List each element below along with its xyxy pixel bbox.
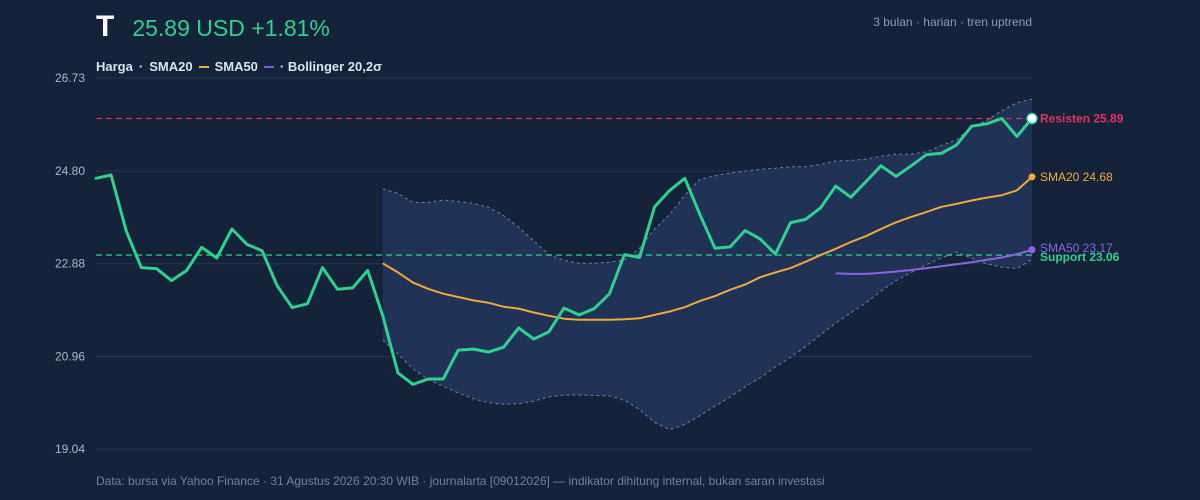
legend-price: Harga [96,59,133,74]
y-tick-label-1: 24.80 [55,164,85,178]
bollinger-lower-line [382,251,1033,431]
y-tick-label-2: 22.88 [55,257,85,271]
legend-bollinger: · Bollinger 20,2σ [279,59,383,74]
legend-sma50-swatch [263,65,274,68]
bollinger-band-fill [382,99,1032,430]
support-label: Support 23.06 [1040,250,1120,264]
sma50-end-label: SMA50 23.17 [1040,241,1113,255]
legend-sma20: SMA20 [149,59,193,74]
legend-sma50: SMA50 [214,59,258,74]
y-tick-label-4: 19.04 [55,442,85,456]
series-lines-layer [94,117,1034,386]
price-change: 25.89 USD +1.81% [132,15,330,41]
price-line [94,117,1034,386]
sma20-end-dot [1028,173,1036,181]
level-lines-layer [96,117,1032,256]
y-tick-label-3: 20.96 [55,349,85,363]
price-end-dot [1026,112,1038,125]
end-labels-layer: Resisten 25.89 SMA20 24.68 SMA50 23.17Supp… [1026,112,1124,264]
chart-header: T 25.89 USD +1.81% [96,10,330,50]
sma50-line [835,248,1033,275]
bollinger-band-layer [382,98,1033,431]
chart-legend: Harga · SMA20 SMA50 · Bollinger 20,2σ [96,59,382,74]
period-info: 3 bulan · harian · tren uptrend [873,15,1032,29]
ticker-symbol: T [96,10,115,43]
sma20-end-label: SMA20 24.68 [1040,170,1113,184]
sma50-end-dot [1028,246,1036,254]
y-tick-label-0: 26.73 [55,71,85,85]
bollinger-upper-line [382,98,1033,264]
resistance-label: Resisten 25.89 [1040,112,1124,126]
sma20-line [382,176,1033,321]
legend-sma20-swatch [198,65,209,68]
footer-source: Data: bursa via Yahoo Finance · 31 Agust… [96,474,825,488]
legend-separator: · [138,59,144,74]
